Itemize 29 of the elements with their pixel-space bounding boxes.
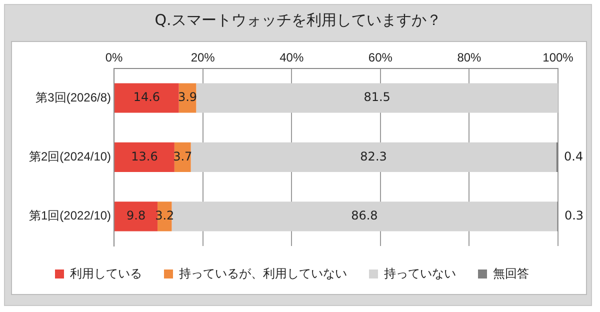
bar <box>114 83 179 113</box>
y-tick-label: 第2回(2024/10) <box>28 150 112 164</box>
data-label: 86.8 <box>351 208 378 223</box>
legend-label: 持っているが、利用していない <box>179 266 347 280</box>
data-label: 9.8 <box>126 208 146 223</box>
y-tick-label: 第1回(2022/10) <box>28 208 112 223</box>
x-tick-label: 20% <box>190 50 216 65</box>
x-tick-label: 0% <box>105 50 124 65</box>
bar <box>114 142 174 172</box>
legend-label: 利用している <box>70 266 142 280</box>
chart-title: Q.スマートウォッチを利用していますか？ <box>154 11 442 30</box>
legend-label: 持っていない <box>384 266 456 280</box>
bar <box>190 142 556 172</box>
data-label: 0.4 <box>564 149 584 164</box>
data-label: 13.6 <box>131 149 158 164</box>
x-tick-label: 60% <box>368 50 393 65</box>
data-label: 14.6 <box>133 90 160 104</box>
data-label: 3.9 <box>178 90 198 104</box>
x-tick-label: 100% <box>542 50 574 65</box>
y-tick-label: 第3回(2026/8) <box>36 90 112 104</box>
bar <box>114 202 158 232</box>
data-label: 81.5 <box>364 90 390 104</box>
x-tick-label: 40% <box>280 50 304 65</box>
data-label: 0.3 <box>564 208 584 223</box>
data-label: 82.3 <box>360 149 387 164</box>
bar <box>196 83 558 113</box>
legend-label: 無回答 <box>493 266 529 280</box>
x-tick-label: 80% <box>457 50 482 65</box>
bar <box>172 202 558 232</box>
